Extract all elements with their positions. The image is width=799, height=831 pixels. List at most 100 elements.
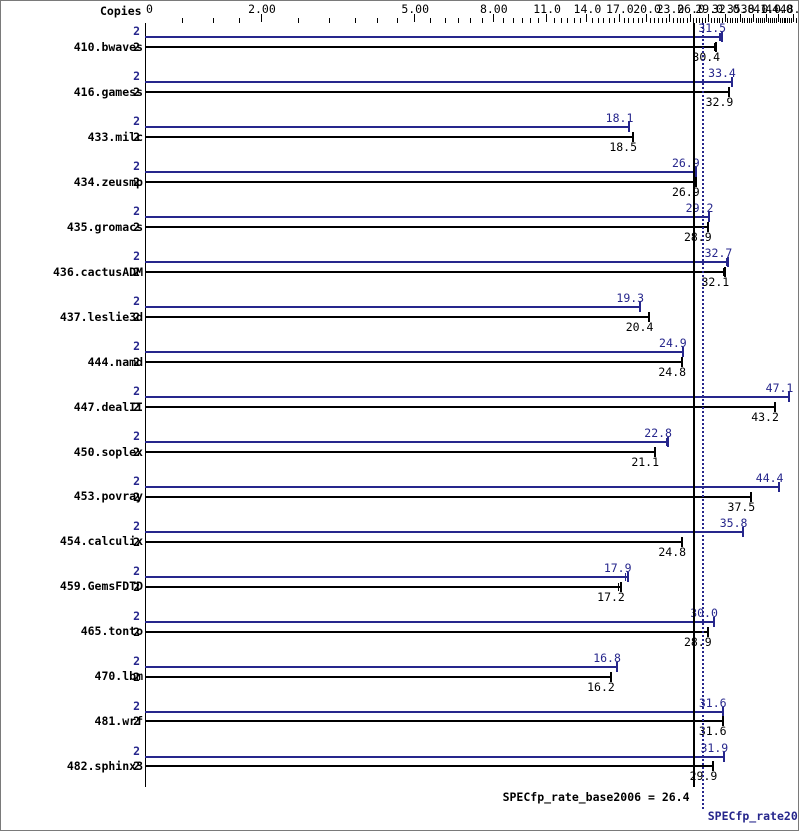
- x-axis-tick-major: [708, 14, 710, 22]
- bar-peak: [145, 756, 725, 758]
- x-axis-tick-minor: [788, 18, 790, 23]
- copies-value-peak: 2: [133, 564, 140, 578]
- x-axis-tick-minor: [628, 18, 630, 23]
- bar-endcap-base: [694, 177, 697, 187]
- bar-value-label-base: 24.8: [658, 365, 687, 379]
- benchmark-label: 459.GemsFDTD: [59, 579, 143, 593]
- x-axis-tick-minor: [768, 18, 770, 23]
- bar-endcap-base: [706, 222, 709, 232]
- x-axis-tick-minor: [748, 18, 750, 23]
- bar-peak: [145, 576, 628, 578]
- copies-value-peak: 2: [133, 204, 140, 218]
- bar-value-label-peak: 17.9: [603, 561, 632, 575]
- bar-value-label-base: 26.9: [671, 185, 700, 199]
- bar-endcap-peak: [712, 617, 715, 627]
- x-axis-tick-major: [753, 14, 755, 22]
- run-tick-peak: [718, 33, 720, 41]
- x-axis-tick-minor: [722, 18, 724, 23]
- bar-endcap-peak: [788, 392, 791, 402]
- bar-value-label-base: 18.5: [609, 140, 638, 154]
- x-axis-tick-minor: [608, 18, 610, 23]
- bar-value-label-peak: 32.7: [704, 246, 733, 260]
- bar-value-label-peak: 31.6: [698, 696, 727, 710]
- x-axis-tick-minor: [530, 18, 532, 23]
- bar-endcap-base: [654, 447, 657, 457]
- run-tick-base: [723, 268, 725, 276]
- copies-value-peak: 2: [133, 609, 140, 623]
- x-axis-tick-minor: [637, 18, 639, 23]
- bar-base: [145, 496, 752, 498]
- bar-peak: [145, 171, 696, 173]
- copies-value-base: 2: [133, 355, 140, 369]
- bar-base: [145, 765, 714, 767]
- x-axis-tick-minor: [553, 18, 555, 23]
- x-axis-tick-label: 35.0: [726, 2, 755, 16]
- bar-peak: [145, 81, 732, 83]
- bar-endcap-peak: [730, 77, 733, 87]
- bar-base: [145, 181, 696, 183]
- bar-endcap-base: [648, 312, 651, 322]
- benchmark-label: 436.cactusADM: [52, 265, 143, 279]
- copies-value-base: 2: [133, 400, 140, 414]
- copies-value-base: 2: [133, 40, 140, 54]
- x-axis-tick-minor: [298, 18, 300, 23]
- x-axis-tick-minor: [790, 18, 792, 23]
- benchmark-label: 454.calculix: [59, 534, 143, 548]
- x-axis-tick-minor: [683, 18, 685, 23]
- bar-peak: [145, 396, 790, 398]
- x-axis-tick-minor: [772, 18, 774, 23]
- x-axis-tick-minor: [737, 18, 739, 23]
- x-axis-tick-minor: [764, 18, 766, 23]
- bar-value-label-peak: 30.0: [690, 606, 718, 620]
- benchmark-label: 450.soplex: [73, 445, 143, 459]
- bar-base: [145, 720, 723, 722]
- x-axis-tick-minor: [732, 18, 734, 23]
- bar-base: [145, 451, 656, 453]
- copies-value-peak: 2: [133, 24, 140, 38]
- bar-value-label-base: 32.9: [705, 95, 734, 109]
- copies-value-base: 2: [133, 220, 140, 234]
- bar-value-label-base: 28.9: [683, 230, 712, 244]
- x-axis-tick-minor: [727, 18, 729, 23]
- copies-value-base: 2: [133, 670, 140, 684]
- bar-endcap-peak: [742, 527, 745, 537]
- x-axis-tick-minor: [354, 18, 356, 23]
- benchmark-label: 444.namd: [87, 355, 143, 369]
- x-axis-tick-minor: [328, 18, 330, 23]
- run-tick-peak: [665, 438, 667, 446]
- x-axis-tick-minor: [665, 18, 667, 23]
- bar-base: [145, 631, 708, 633]
- x-axis-tick-label: 26.0: [677, 2, 705, 16]
- x-axis-tick-minor: [613, 18, 615, 23]
- x-axis-tick-label: 8.00: [479, 2, 508, 16]
- x-axis-tick-minor: [680, 18, 682, 23]
- copies-value-peak: 2: [133, 294, 140, 308]
- x-axis-tick-minor: [560, 18, 562, 23]
- x-axis-tick-minor: [781, 18, 783, 23]
- copies-value-base: 2: [133, 130, 140, 144]
- bar-value-label-peak: 29.2: [685, 201, 714, 215]
- bar-endcap-peak: [721, 707, 724, 717]
- copies-value-peak: 2: [133, 744, 140, 758]
- bar-endcap-base: [712, 761, 715, 771]
- benchmark-label: 470.lbm: [94, 669, 143, 683]
- x-axis-tick-minor: [757, 18, 759, 23]
- bar-endcap-base: [721, 716, 724, 726]
- bar-value-label-base: 30.4: [692, 50, 721, 64]
- plot-area: [145, 23, 798, 787]
- copies-value-peak: 2: [133, 159, 140, 173]
- x-axis-tick-minor: [770, 18, 772, 23]
- summary-label-rate2006: SPECfp_rate2006 = 27.9: [707, 809, 798, 823]
- x-axis-tick-minor: [751, 18, 753, 23]
- x-axis-tick-minor: [785, 18, 787, 23]
- x-axis-tick-minor: [711, 18, 713, 23]
- copies-value-base: 2: [133, 535, 140, 549]
- bar-endcap-base: [706, 627, 709, 637]
- bar-base: [145, 136, 634, 138]
- x-axis-tick-minor: [641, 18, 643, 23]
- bar-peak: [145, 486, 780, 488]
- bar-value-label-base: 43.2: [751, 410, 779, 424]
- x-axis-tick-major: [586, 14, 588, 22]
- x-axis-tick-minor: [238, 18, 240, 23]
